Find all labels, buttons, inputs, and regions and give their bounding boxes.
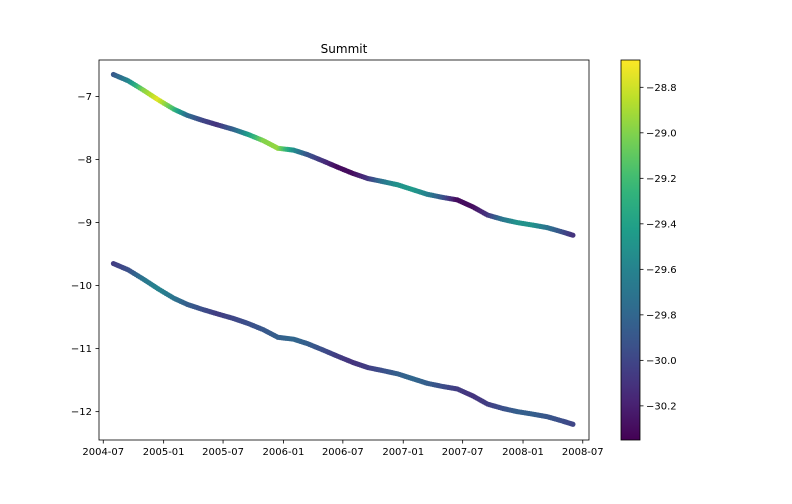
- y-tick-label: −10: [71, 281, 92, 292]
- colorbar: −28.8 −29.0 −29.2 −29.4 −29.6 −29.8 −30.0 −30.2: [620, 59, 677, 441]
- x-tick-label: 2006-07: [322, 447, 364, 458]
- axes-frame: [98, 59, 590, 441]
- x-axis: 2004-07 2005-01 2005-07 2006-01 2006-07 2007-…: [82, 440, 604, 458]
- colorbar-tick-label: −30.0: [646, 356, 677, 367]
- chart-title: Summit: [321, 42, 368, 56]
- scatter-point: [570, 421, 576, 427]
- y-tick-label: −12: [71, 407, 92, 418]
- x-tick-label: 2007-01: [382, 447, 424, 458]
- x-tick-label: 2008-01: [502, 447, 544, 458]
- y-tick-label: −11: [71, 344, 92, 355]
- y-tick-label: −8: [77, 155, 92, 166]
- colorbar-tick-label: −28.8: [646, 83, 677, 94]
- series-1: [110, 71, 576, 238]
- x-tick-label: 2005-07: [202, 447, 244, 458]
- x-tick-label: 2008-07: [562, 447, 604, 458]
- colorbar-tick-label: −29.0: [646, 128, 677, 139]
- series-2: [110, 260, 576, 427]
- colorbar-gradient: [620, 59, 641, 441]
- colorbar-tick-label: −29.8: [646, 310, 677, 321]
- colorbar-tick-label: −29.2: [646, 174, 677, 185]
- x-tick-label: 2005-01: [143, 447, 185, 458]
- colorbar-tick-label: −30.2: [646, 401, 677, 412]
- y-tick-label: −9: [77, 218, 92, 229]
- x-tick-label: 2004-07: [82, 447, 124, 458]
- x-tick-label: 2007-07: [442, 447, 484, 458]
- y-tick-label: −7: [77, 92, 92, 103]
- scatter-point: [570, 232, 576, 238]
- x-tick-label: 2006-01: [263, 447, 305, 458]
- y-axis: −7 −8 −9 −10 −11 −12: [71, 92, 99, 418]
- colorbar-tick-label: −29.4: [646, 219, 677, 230]
- plot-area: [98, 59, 590, 441]
- colorbar-tick-label: −29.6: [646, 265, 677, 276]
